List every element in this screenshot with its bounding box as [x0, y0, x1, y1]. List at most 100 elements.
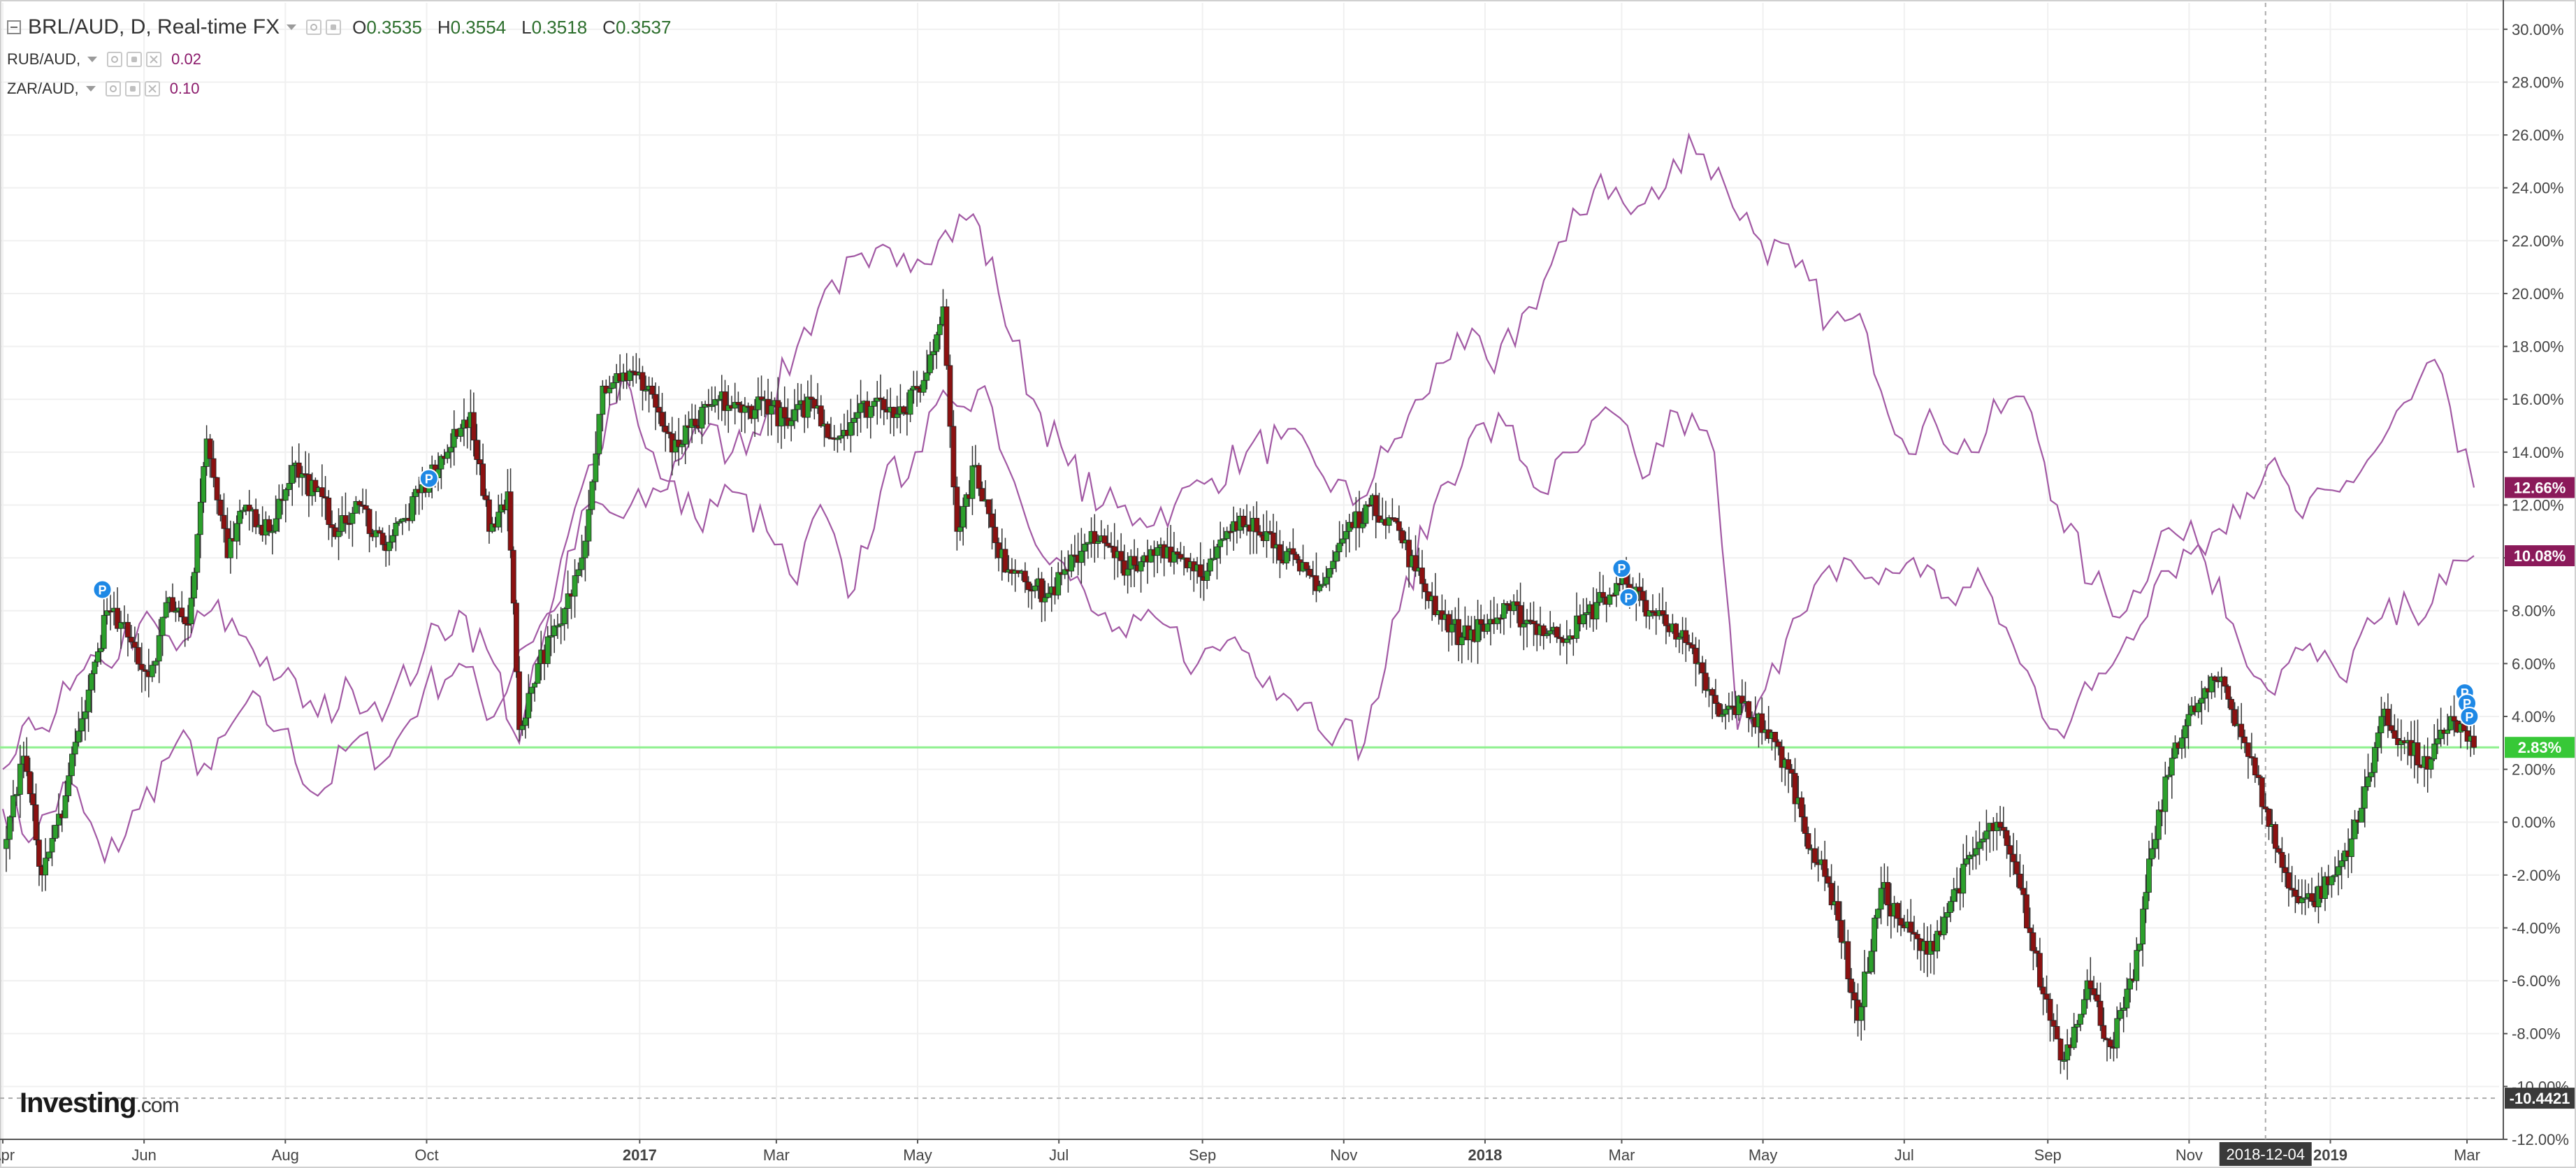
candle [2428, 756, 2434, 779]
candle-body [2071, 1026, 2077, 1048]
candle [589, 479, 595, 515]
candle [2471, 719, 2477, 755]
candle-body [240, 510, 246, 512]
candle [1739, 679, 1745, 714]
candle [831, 424, 837, 451]
candle [438, 454, 444, 489]
candle [979, 481, 985, 502]
candle [1637, 572, 1642, 607]
candle [10, 779, 16, 832]
candle-body [2365, 777, 2371, 787]
candle [470, 392, 477, 456]
candle-body [7, 816, 13, 840]
candle-body [1204, 570, 1210, 581]
candle-body [755, 396, 761, 410]
candle [596, 414, 602, 466]
candle-body [1637, 586, 1642, 592]
candle-body [2471, 735, 2477, 748]
candle-body [1702, 672, 1709, 691]
candle-body [319, 487, 325, 498]
candle-body [1914, 934, 1920, 939]
candle [349, 507, 356, 547]
candle-body [1055, 572, 1062, 596]
candle [82, 700, 88, 741]
y-tick-label: 20.00% [2512, 285, 2564, 303]
candle-body [1022, 570, 1028, 582]
candle [963, 492, 969, 529]
candle [960, 497, 967, 546]
close-icon[interactable] [144, 81, 160, 96]
collapse-icon[interactable] [7, 20, 21, 34]
eye-icon[interactable] [105, 81, 121, 96]
candle-body [914, 386, 920, 389]
candle [741, 397, 748, 433]
candle [851, 412, 858, 435]
candle-body [2359, 807, 2364, 823]
candle-body [2104, 1038, 2110, 1041]
candle [286, 465, 292, 496]
x-tick-label: 2018 [1468, 1146, 1502, 1164]
candle [3, 825, 9, 872]
candle-body [2140, 909, 2146, 945]
candle-body [24, 756, 30, 772]
candle-body [2451, 716, 2457, 721]
candle-body [2231, 709, 2238, 726]
candle [142, 665, 148, 691]
candle-body [1504, 603, 1510, 605]
candle [1944, 902, 1951, 934]
candle-body [2143, 892, 2149, 909]
close-icon[interactable] [146, 52, 162, 67]
candle [2279, 837, 2285, 883]
candle-body [1386, 517, 1392, 526]
price-tag-box [2505, 1088, 2575, 1109]
candle [1082, 533, 1087, 566]
candle [2140, 896, 2146, 967]
candle [2107, 1037, 2113, 1059]
candle [1012, 559, 1018, 592]
candle [1994, 812, 2000, 851]
candle [1359, 507, 1366, 533]
candle [507, 468, 514, 558]
candle [2361, 769, 2368, 828]
candle [2094, 982, 2100, 1007]
candle-body [92, 661, 98, 675]
eye-icon[interactable] [306, 20, 322, 35]
candle-body [2222, 676, 2228, 687]
candle-body [1105, 542, 1111, 547]
candle [1531, 601, 1537, 647]
candle-body [2392, 730, 2398, 739]
candle-body [792, 409, 797, 421]
gear-icon[interactable] [326, 20, 342, 35]
eye-icon[interactable] [107, 52, 123, 67]
candle-body [1317, 585, 1323, 591]
candle [1580, 598, 1586, 628]
ohlc-close-value: 0.3537 [615, 16, 672, 38]
candle [1267, 520, 1273, 535]
candle-body [1323, 577, 1329, 585]
candle [732, 382, 738, 425]
candle [582, 526, 588, 582]
candle [299, 466, 305, 496]
candle [1613, 577, 1619, 607]
candle [1719, 704, 1725, 723]
candle [600, 380, 606, 432]
candle-body [477, 459, 483, 465]
candle-body [2199, 698, 2205, 704]
candle-body [676, 440, 682, 447]
chevron-down-icon[interactable] [287, 24, 297, 30]
chevron-down-icon[interactable] [85, 86, 96, 92]
gear-icon[interactable] [126, 52, 143, 67]
logo-suffix: .com [136, 1094, 180, 1117]
candle-body [804, 396, 811, 418]
candle-body [795, 404, 801, 410]
chevron-down-icon[interactable] [87, 57, 98, 62]
candle [149, 661, 155, 682]
candle [1389, 498, 1396, 521]
gear-icon[interactable] [124, 81, 140, 96]
candle [1772, 732, 1779, 760]
candle-body [2013, 861, 2020, 874]
candle-body [551, 626, 558, 636]
candle [289, 446, 296, 506]
candle [2104, 1037, 2110, 1062]
